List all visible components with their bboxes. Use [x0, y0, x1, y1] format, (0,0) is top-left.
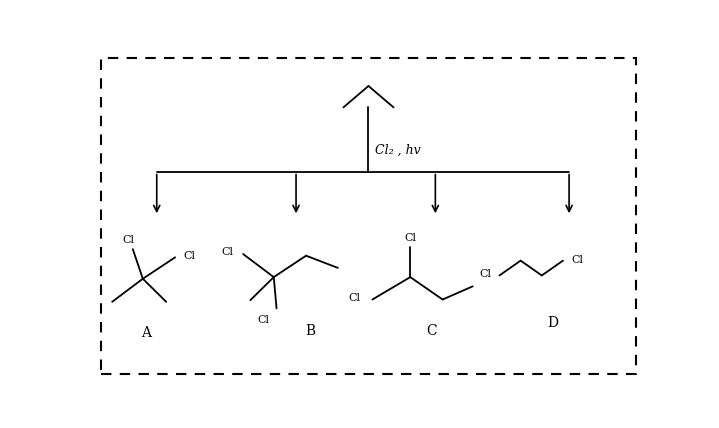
Text: Cl: Cl [183, 251, 195, 262]
Text: Cl: Cl [122, 235, 134, 245]
Text: Cl: Cl [221, 247, 234, 257]
Text: Cl: Cl [572, 255, 583, 265]
Text: Cl: Cl [348, 293, 360, 303]
Text: Cl: Cl [257, 315, 270, 325]
Text: D: D [547, 316, 558, 330]
Text: C: C [426, 324, 436, 339]
Text: A: A [141, 326, 150, 340]
Text: Cl₂ , hv: Cl₂ , hv [375, 144, 421, 157]
Text: Cl: Cl [479, 269, 491, 279]
Text: B: B [305, 324, 315, 339]
Text: Cl: Cl [404, 233, 416, 243]
